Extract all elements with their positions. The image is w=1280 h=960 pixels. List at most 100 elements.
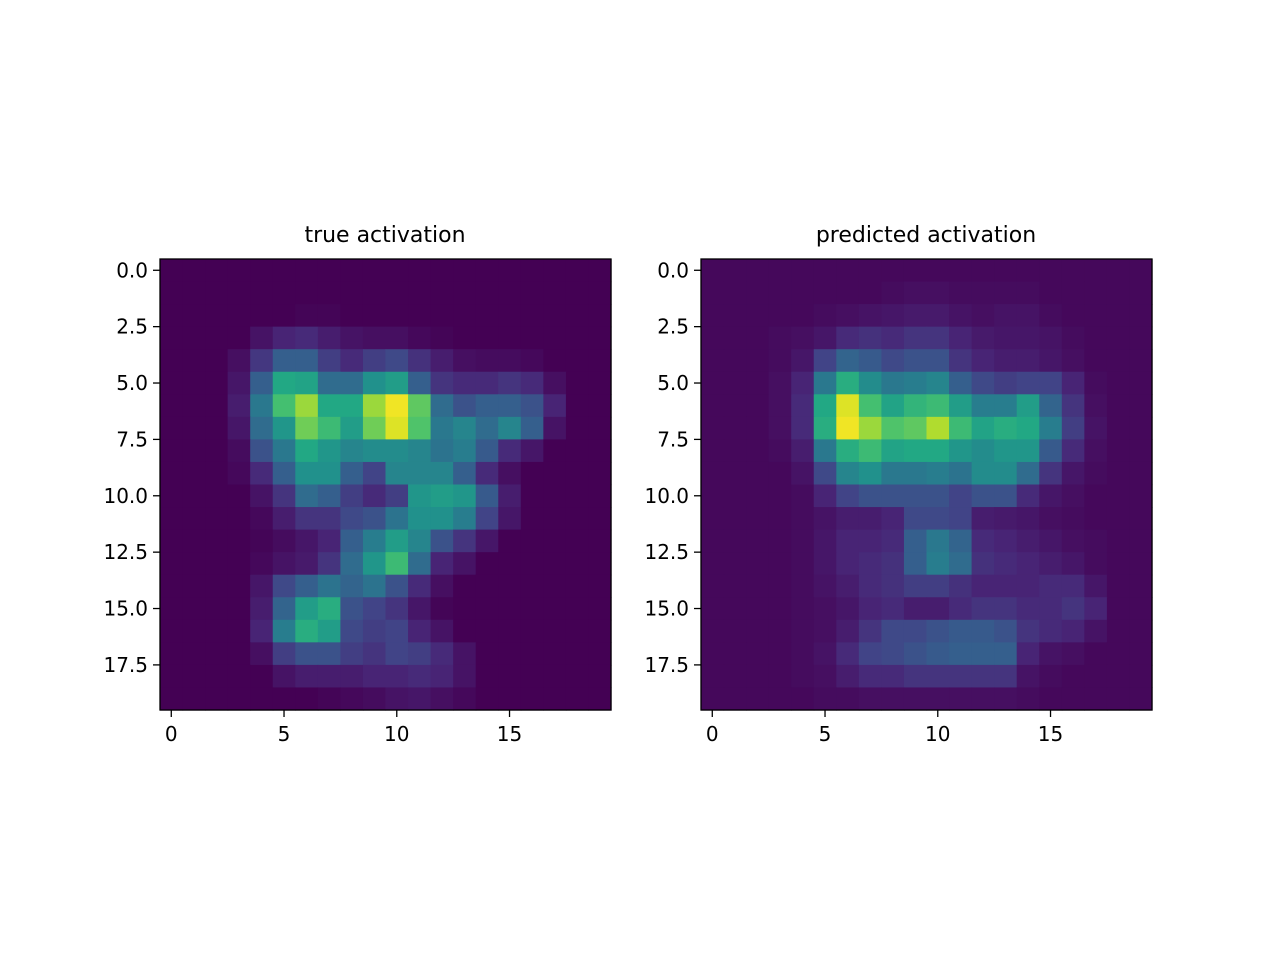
heatmap-cell: [1106, 349, 1131, 373]
heatmap-cell: [408, 642, 432, 666]
heatmap-cell: [317, 642, 341, 666]
x-tick-label: 15: [1038, 722, 1063, 746]
heatmap-cell: [453, 304, 477, 328]
heatmap-cell: [926, 326, 950, 350]
heatmap-cell: [949, 439, 973, 463]
heatmap-cell: [1016, 394, 1040, 418]
heatmap-cell: [1039, 642, 1063, 666]
heatmap-cell: [903, 642, 928, 666]
heatmap-cell: [543, 304, 567, 328]
heatmap-cell: [362, 484, 387, 508]
heatmap-cell: [453, 574, 477, 598]
heatmap-predicted-activation: [701, 259, 1153, 711]
heatmap-cell: [858, 552, 882, 576]
heatmap-cell: [543, 529, 567, 553]
heatmap-cell: [971, 619, 995, 643]
heatmap-cell: [971, 484, 995, 508]
heatmap-cell: [498, 507, 522, 531]
heatmap-cell: [408, 529, 432, 553]
heatmap-cell: [317, 371, 341, 395]
heatmap-cell: [588, 574, 612, 598]
heatmap-cell: [543, 687, 567, 711]
heatmap-cell: [1061, 371, 1085, 395]
heatmap-cell: [498, 597, 522, 621]
heatmap-cell: [227, 552, 251, 576]
heatmap-cell: [362, 574, 387, 598]
heatmap-cell: [295, 326, 319, 350]
heatmap-cell: [250, 349, 274, 373]
heatmap-cell: [385, 597, 409, 621]
heatmap-cell: [475, 619, 499, 643]
heatmap-cell: [836, 371, 860, 395]
heatmap-cell: [1039, 326, 1063, 350]
heatmap-cell: [160, 281, 184, 305]
heatmap-cell: [836, 349, 860, 373]
heatmap-cell: [813, 304, 837, 328]
heatmap-cell: [272, 507, 296, 531]
heatmap-cell: [430, 461, 454, 486]
heatmap-cell: [1084, 664, 1108, 689]
heatmap-cell: [160, 552, 184, 576]
heatmap-cell: [1084, 326, 1108, 350]
heatmap-cell: [362, 507, 387, 531]
heatmap-cell: [565, 461, 590, 486]
heatmap-cell: [227, 529, 251, 553]
heatmap-cell: [272, 484, 296, 508]
heatmap-cell: [1039, 552, 1063, 576]
heatmap-cell: [430, 484, 454, 508]
heatmap-cell: [362, 597, 387, 621]
heatmap-cell: [1061, 461, 1085, 486]
heatmap-cell: [205, 507, 229, 531]
heatmap-cell: [1016, 281, 1040, 305]
heatmap-cell: [408, 484, 432, 508]
heatmap-cell: [903, 349, 928, 373]
axes-frame-predicted-activation: [700, 258, 1153, 711]
heatmap-cell: [1016, 349, 1040, 373]
heatmap-cell: [949, 461, 973, 486]
heatmap-cell: [182, 687, 206, 711]
heatmap-cell: [565, 552, 590, 576]
heatmap-cell: [182, 371, 206, 395]
heatmap-cell: [768, 394, 792, 418]
heatmap-cell: [272, 619, 296, 643]
heatmap-cell: [768, 484, 792, 508]
heatmap-cell: [340, 597, 364, 621]
heatmap-cell: [295, 552, 319, 576]
heatmap-cell: [903, 416, 928, 440]
heatmap-cell: [340, 664, 364, 689]
heatmap-cell: [881, 664, 905, 689]
heatmap-cell: [836, 687, 860, 711]
heatmap-cell: [453, 484, 477, 508]
heatmap-cell: [205, 687, 229, 711]
heatmap-cell: [971, 439, 995, 463]
heatmap-cell: [385, 326, 409, 350]
heatmap-cell: [926, 507, 950, 531]
heatmap-cell: [475, 416, 499, 440]
y-tick-label: 5.0: [116, 371, 148, 395]
heatmap-cell: [1039, 416, 1063, 440]
heatmap-cell: [408, 304, 432, 328]
heatmap-cell: [272, 416, 296, 440]
heatmap-cell: [723, 529, 747, 553]
heatmap-cell: [949, 507, 973, 531]
heatmap-cell: [317, 304, 341, 328]
heatmap-cell: [543, 416, 567, 440]
heatmap-cell: [408, 507, 432, 531]
heatmap-cell: [791, 619, 815, 643]
heatmap-cell: [588, 529, 612, 553]
heatmap-cell: [949, 642, 973, 666]
heatmap-cell: [926, 461, 950, 486]
heatmap-cell: [1016, 529, 1040, 553]
heatmap-cell: [520, 281, 544, 305]
heatmap-cell: [949, 281, 973, 305]
heatmap-cell: [746, 461, 770, 486]
heatmap-cell: [994, 371, 1018, 395]
heatmap-cell: [1061, 529, 1085, 553]
heatmap-cell: [317, 619, 341, 643]
heatmap-cell: [768, 439, 792, 463]
heatmap-cell: [250, 619, 274, 643]
heatmap-cell: [1061, 619, 1085, 643]
heatmap-cell: [520, 371, 544, 395]
heatmap-cell: [205, 642, 229, 666]
heatmap-cell: [746, 529, 770, 553]
